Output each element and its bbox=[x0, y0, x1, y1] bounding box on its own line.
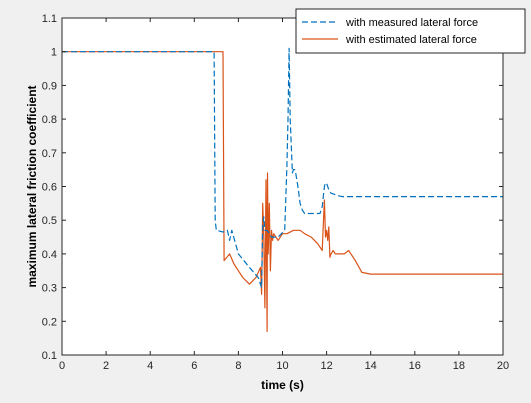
plot-area bbox=[62, 18, 503, 355]
legend-entry-estimated: with estimated lateral force bbox=[345, 34, 477, 46]
y-tick-label: 0.2 bbox=[42, 316, 57, 328]
legend: with measured lateral force with estimat… bbox=[295, 8, 526, 54]
x-tick-label: 4 bbox=[147, 360, 153, 372]
x-tick-label: 8 bbox=[235, 360, 241, 372]
x-tick-label: 16 bbox=[409, 360, 421, 372]
y-axis-label: maximum lateral friction coefficient bbox=[25, 85, 39, 287]
y-tick-label: 0.9 bbox=[42, 80, 57, 92]
x-tick-label: 18 bbox=[453, 360, 465, 372]
x-tick-label: 6 bbox=[191, 360, 197, 372]
y-tick-label: 1 bbox=[51, 47, 57, 59]
x-tick-label: 10 bbox=[276, 360, 288, 372]
y-tick-label: 0.7 bbox=[42, 148, 57, 160]
legend-box bbox=[295, 8, 526, 54]
x-tick-label: 12 bbox=[320, 360, 332, 372]
y-tick-label: 1.1 bbox=[42, 13, 57, 25]
y-tick-label: 0.4 bbox=[42, 249, 57, 261]
y-tick-label: 0.5 bbox=[42, 215, 57, 227]
y-tick-label: 0.1 bbox=[42, 350, 57, 362]
y-tick-label: 0.3 bbox=[42, 283, 57, 295]
legend-entry-measured: with measured lateral force bbox=[345, 17, 478, 29]
series-layer bbox=[62, 47, 503, 332]
y-tick-label: 0.8 bbox=[42, 114, 57, 126]
x-tick-label: 20 bbox=[497, 360, 509, 372]
x-tick-label: 0 bbox=[59, 360, 65, 372]
series-line-estimated bbox=[62, 51, 503, 332]
x-tick-label: 14 bbox=[365, 360, 377, 372]
x-tick-label: 2 bbox=[103, 360, 109, 372]
series-line-measured bbox=[62, 47, 503, 289]
y-tick-label: 0.6 bbox=[42, 182, 57, 194]
x-axis-label: time (s) bbox=[261, 378, 304, 392]
